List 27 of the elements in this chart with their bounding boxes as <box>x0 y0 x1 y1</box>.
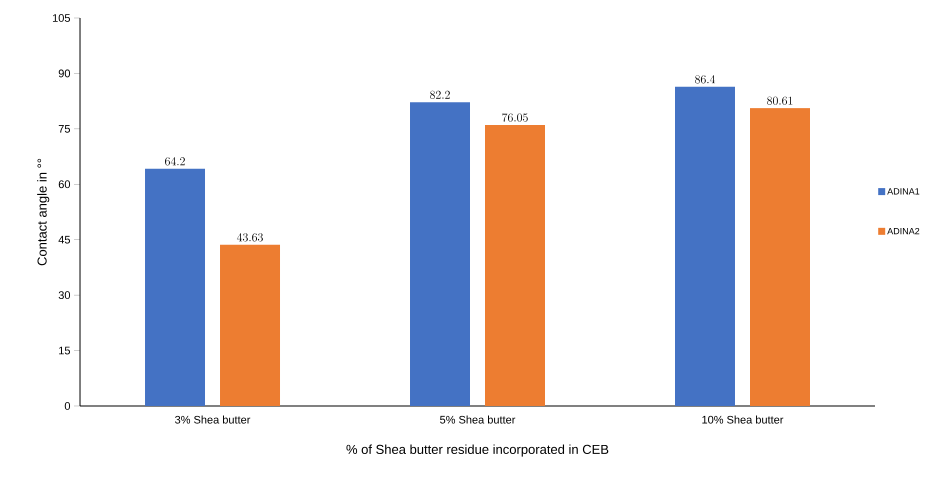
y-tick-label: 60 <box>58 180 70 188</box>
data-label: 82.2 <box>430 90 450 99</box>
y-tick-label: 90 <box>58 70 70 78</box>
bar <box>675 86 735 406</box>
data-label: 86.4 <box>695 75 716 84</box>
data-label: 43.63 <box>236 233 263 242</box>
bar <box>750 108 810 406</box>
x-axis-title: % of Shea butter residue incorporated in CEB <box>346 444 608 457</box>
y-tick-label: 15 <box>59 346 70 354</box>
data-label: 76.05 <box>502 113 528 122</box>
x-tick-label: 5% Shea butter <box>440 416 516 424</box>
y-tick-label: 75 <box>58 125 70 133</box>
y-tick-label: 105 <box>52 14 70 22</box>
x-tick-label: 3% Shea butter <box>175 416 250 424</box>
y-tick-label: 0 <box>64 402 70 410</box>
bar <box>145 168 206 406</box>
y-tick-label: 30 <box>58 291 70 300</box>
y-tick-label: 45 <box>58 236 70 244</box>
data-label: 64.2 <box>165 157 185 166</box>
legend-label: ADINA1 <box>887 188 920 194</box>
bar <box>485 124 545 406</box>
x-tick-label: 10% Shea butter <box>702 416 784 424</box>
legend-label: ADINA2 <box>887 228 920 234</box>
data-label: 80.61 <box>767 96 792 105</box>
bar <box>220 244 280 406</box>
bar <box>410 102 470 406</box>
y-axis-title: Contact angle in °° <box>37 158 50 266</box>
